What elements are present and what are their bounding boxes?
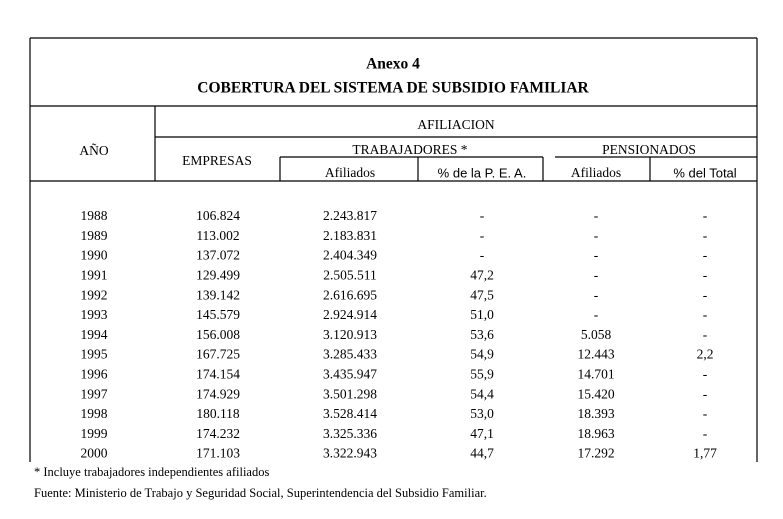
cell: 1993 xyxy=(81,307,108,322)
col-header: PENSIONADOS xyxy=(602,142,696,157)
cell: 3.435.947 xyxy=(323,366,377,381)
cell: 18.963 xyxy=(577,426,614,441)
cell: 1,77 xyxy=(693,446,717,461)
cell: 1999 xyxy=(81,426,108,441)
cell: 139.142 xyxy=(196,287,240,302)
cell: 2.924.914 xyxy=(323,307,377,322)
cell: 47,2 xyxy=(470,267,494,282)
cell: 2.243.817 xyxy=(323,208,377,223)
cell: 53,6 xyxy=(470,327,494,342)
cell: 53,0 xyxy=(470,406,494,421)
cell: - xyxy=(703,327,708,342)
cell: 174.154 xyxy=(196,366,240,381)
cell: 54,4 xyxy=(470,386,494,401)
cell: - xyxy=(703,208,708,223)
cell: - xyxy=(480,248,485,263)
cell: 137.072 xyxy=(196,248,240,263)
cell: - xyxy=(703,426,708,441)
cell: 171.103 xyxy=(196,446,240,461)
col-header: % de la P. E. A. xyxy=(438,165,527,180)
cell: 44,7 xyxy=(470,446,494,461)
cell: 1996 xyxy=(81,366,108,381)
col-header: AFILIACION xyxy=(417,117,494,132)
cell: 1995 xyxy=(81,347,108,362)
cell: 1991 xyxy=(81,267,108,282)
cell: 129.499 xyxy=(196,267,240,282)
cell: - xyxy=(594,287,599,302)
cell: 5.058 xyxy=(581,327,612,342)
cell: 1997 xyxy=(81,386,108,401)
cell: - xyxy=(703,248,708,263)
cell: 1994 xyxy=(81,327,108,342)
col-header: TRABAJADORES * xyxy=(352,142,467,157)
cell: 3.325.336 xyxy=(323,426,377,441)
col-header: Afiliados xyxy=(325,165,375,180)
cell: - xyxy=(703,228,708,243)
footnote: Fuente: Ministerio de Trabajo y Segurida… xyxy=(34,486,487,500)
cell: 3.528.414 xyxy=(323,406,377,421)
cell: - xyxy=(594,248,599,263)
cell: 1989 xyxy=(81,228,108,243)
cell: 145.579 xyxy=(196,307,240,322)
cell: 174.232 xyxy=(196,426,240,441)
cell: 47,1 xyxy=(470,426,494,441)
cell: 113.002 xyxy=(196,228,239,243)
cell: 2.616.695 xyxy=(323,287,377,302)
col-header: AÑO xyxy=(79,143,108,158)
cell: 3.285.433 xyxy=(323,347,377,362)
table-body: 1988 106.824 2.243.817 - - - 1989 113.002 2.183.… xyxy=(81,208,718,461)
col-header: Afiliados xyxy=(571,165,621,180)
cell: - xyxy=(703,366,708,381)
cell: 2.183.831 xyxy=(323,228,377,243)
table-frame xyxy=(29,37,758,462)
cell: 17.292 xyxy=(577,446,614,461)
cell: - xyxy=(703,406,708,421)
cell: 180.118 xyxy=(196,406,240,421)
cell: 1990 xyxy=(81,248,108,263)
cell: - xyxy=(703,307,708,322)
cell: - xyxy=(594,208,599,223)
cell: 51,0 xyxy=(470,307,494,322)
cell: 2.505.511 xyxy=(323,267,377,282)
cell: 3.120.913 xyxy=(323,327,377,342)
cell: 2000 xyxy=(81,446,108,461)
cell: 2.404.349 xyxy=(323,248,377,263)
cell: 167.725 xyxy=(196,347,240,362)
cell: 156.008 xyxy=(196,327,240,342)
cell: - xyxy=(703,287,708,302)
cell: - xyxy=(480,228,485,243)
cell: 2,2 xyxy=(697,347,714,362)
cell: - xyxy=(594,267,599,282)
annex: Anexo 4 xyxy=(366,56,420,73)
cell: - xyxy=(594,228,599,243)
cell: 1992 xyxy=(81,287,108,302)
footnote: * Incluye trabajadores independientes af… xyxy=(34,465,269,479)
cell: - xyxy=(594,307,599,322)
cell: 14.701 xyxy=(577,366,614,381)
cell: 3.501.298 xyxy=(323,386,377,401)
cell: 15.420 xyxy=(577,386,614,401)
cell: - xyxy=(703,267,708,282)
cell: 12.443 xyxy=(577,347,614,362)
cell: 3.322.943 xyxy=(323,446,377,461)
cell: 1988 xyxy=(81,208,108,223)
cell: 47,5 xyxy=(470,287,494,302)
cell: 174.929 xyxy=(196,386,240,401)
cell: 55,9 xyxy=(470,366,494,381)
col-header: EMPRESAS xyxy=(182,153,252,168)
cell: 106.824 xyxy=(196,208,240,223)
cell: 1998 xyxy=(81,406,108,421)
title: COBERTURA DEL SISTEMA DE SUBSIDIO FAMILI… xyxy=(197,80,589,97)
col-header: % del Total xyxy=(673,165,736,180)
cell: - xyxy=(480,208,485,223)
cell: - xyxy=(703,386,708,401)
cell: 18.393 xyxy=(577,406,614,421)
cell: 54,9 xyxy=(470,347,494,362)
